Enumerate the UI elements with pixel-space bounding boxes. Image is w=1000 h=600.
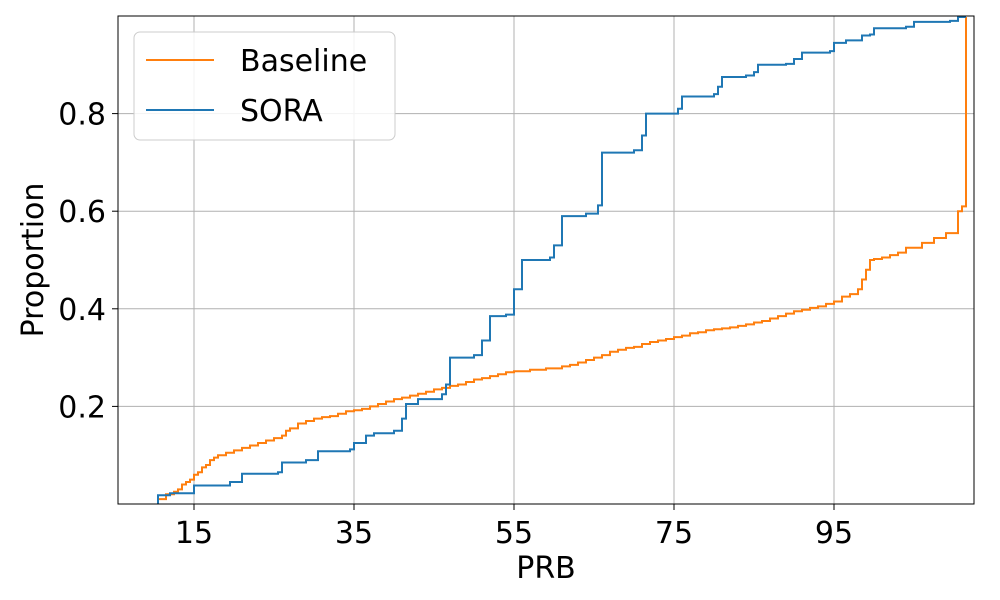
y-tick-label: 0.4 <box>58 293 106 328</box>
x-tick-label: 35 <box>335 516 373 551</box>
y-axis-label: Proportion <box>16 183 51 338</box>
series-line-sora <box>157 15 966 504</box>
series-line-baseline <box>157 16 967 504</box>
x-tick-label: 55 <box>495 516 533 551</box>
x-tick-label: 75 <box>655 516 693 551</box>
ticks: 15 35 55 75 95 0.2 0.4 0.6 0.8 <box>58 98 853 551</box>
x-tick-label: 15 <box>175 516 213 551</box>
legend-label-sora: SORA <box>240 94 323 129</box>
y-tick-label: 0.2 <box>58 390 106 425</box>
y-tick-label: 0.6 <box>58 195 106 230</box>
legend-label-baseline: Baseline <box>240 44 367 79</box>
x-tick-label: 95 <box>815 516 853 551</box>
x-axis-label: PRB <box>516 551 576 586</box>
legend: Baseline SORA <box>133 31 396 141</box>
series-layer <box>157 15 967 504</box>
plot-frame <box>117 15 975 505</box>
y-tick-label: 0.8 <box>58 98 106 133</box>
